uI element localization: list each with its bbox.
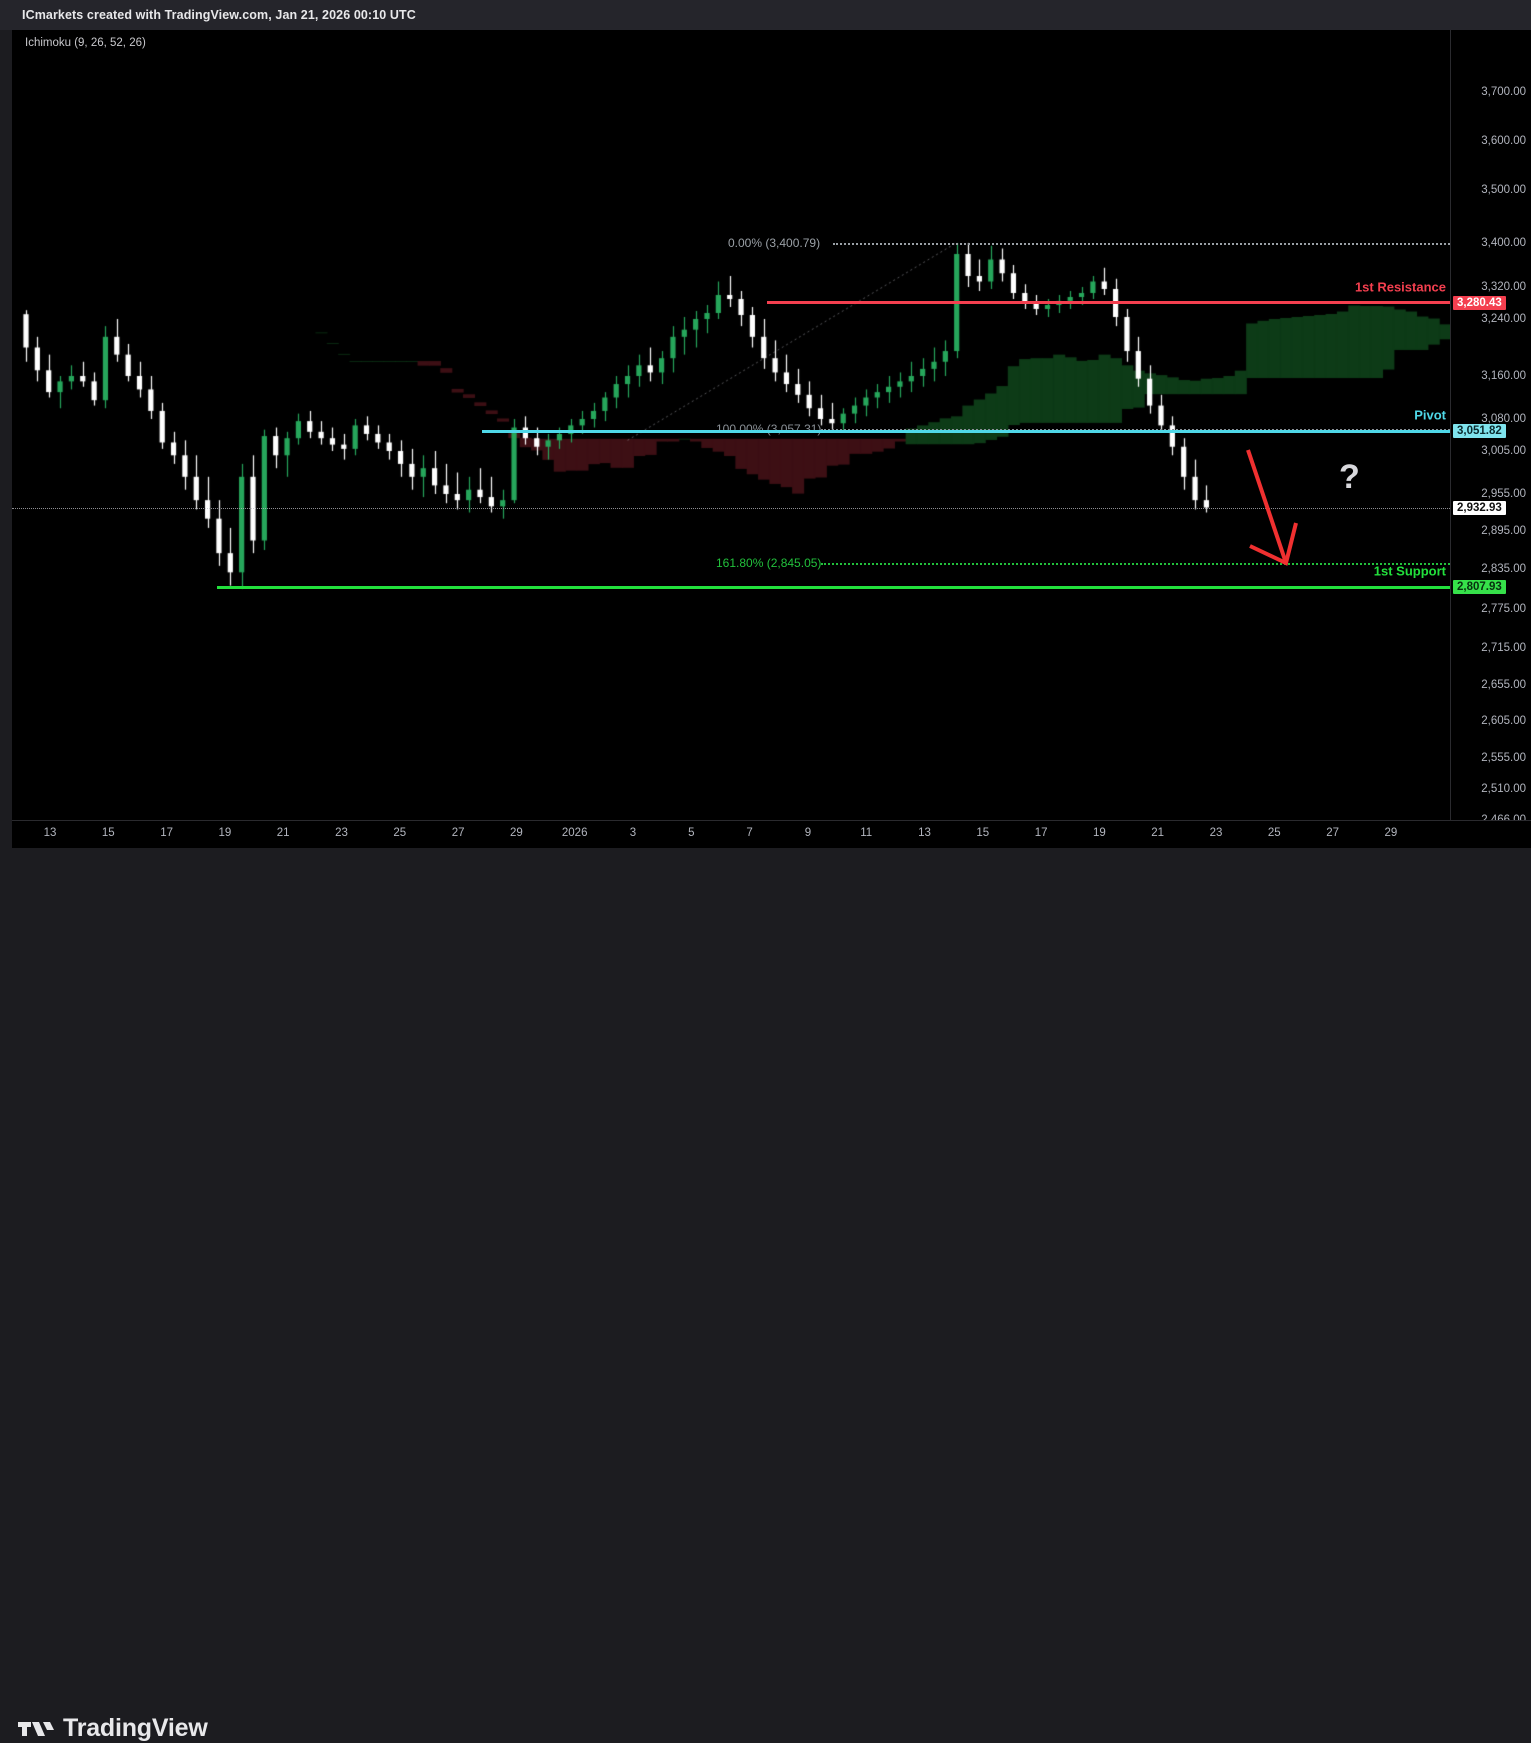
price-axis-tick: 3,005.00 — [1481, 445, 1526, 457]
price-axis-tick: 2,835.00 — [1481, 563, 1526, 575]
time-axis-tick: 13 — [43, 827, 57, 839]
time-axis-tick: 25 — [393, 827, 407, 839]
tradingview-logo: TradingView — [18, 1714, 208, 1743]
time-axis-tick: 19 — [218, 827, 232, 839]
time-axis[interactable]: 13 15 17 19 21 23 25 27 29 2026 3 5 7 9 11 13 15 17 19 21 23… — [12, 820, 1531, 849]
last-price-line — [12, 507, 1450, 509]
time-axis-tick: 29 — [1384, 827, 1398, 839]
pivot-line[interactable] — [482, 429, 1450, 433]
time-axis-tick: 21 — [276, 827, 290, 839]
fib-161-8-line — [821, 562, 1450, 565]
support-price-tag[interactable]: 2,807.93 — [1453, 580, 1506, 595]
price-axis-tick: 2,555.00 — [1481, 752, 1526, 764]
resistance-price-tag[interactable]: 3,280.43 — [1453, 295, 1506, 310]
price-axis-tick: 2,895.00 — [1481, 525, 1526, 537]
fib-0-label: 0.00% (3,400.79) — [728, 235, 821, 250]
time-axis-tick: 21 — [1151, 827, 1165, 839]
first-support-line[interactable] — [217, 585, 1450, 589]
price-axis-tick: 3,320.00 — [1481, 281, 1526, 293]
time-axis-tick: 19 — [1092, 827, 1106, 839]
price-axis[interactable]: 3,700.00 3,600.00 3,500.00 3,400.00 3,320.00… — [1450, 30, 1531, 820]
first-resistance-line[interactable] — [767, 301, 1450, 305]
chart-panel[interactable]: 0.00% (3,400.79)100.00% (3,057.31)161.80… — [12, 30, 1531, 820]
attribution-text: ICmarkets created with TradingView.com, … — [22, 8, 416, 22]
time-axis-tick: 17 — [160, 827, 173, 839]
price-axis-tick: 2,510.00 — [1481, 783, 1526, 795]
price-axis-tick: 3,700.00 — [1481, 86, 1526, 98]
price-axis-tick: 2,715.00 — [1481, 642, 1526, 654]
time-axis-tick: 15 — [101, 827, 115, 839]
pivot-label: Pivot — [1414, 407, 1446, 423]
time-axis-tick: 23 — [335, 827, 348, 839]
time-axis-tick: 9 — [804, 827, 812, 839]
time-axis-tick: 2026 — [561, 827, 588, 839]
fib-161-8-label: 161.80% (2,845.05) — [716, 555, 822, 570]
pivot-price-tag[interactable]: 3,051.82 — [1453, 424, 1506, 439]
time-axis-tick: 29 — [509, 827, 523, 839]
time-axis-tick: 25 — [1267, 827, 1281, 839]
price-axis-tick: 3,500.00 — [1481, 184, 1526, 196]
fib-0-line — [833, 242, 1450, 245]
time-axis-tick: 5 — [688, 827, 695, 839]
time-axis-tick: 27 — [451, 827, 465, 839]
time-axis-tick: 7 — [746, 827, 753, 839]
time-axis-tick: 27 — [1326, 827, 1339, 839]
price-axis-tick: 2,655.00 — [1481, 679, 1526, 691]
chart-footer: TradingView — [0, 848, 1531, 1742]
tradingview-wordmark: TradingView — [63, 1714, 208, 1742]
first-resistance-label: 1st Resistance — [1354, 279, 1446, 295]
first-support-label: 1st Support — [1373, 563, 1446, 579]
price-axis-tick: 2,775.00 — [1481, 603, 1526, 615]
price-axis-tick: 2,955.00 — [1481, 488, 1526, 500]
price-axis-tick: 3,240.00 — [1481, 313, 1526, 325]
question-mark-annotation: ? — [1339, 458, 1360, 496]
indicator-legend[interactable]: Ichimoku (9, 26, 52, 26) — [25, 37, 146, 49]
price-axis-tick: 3,400.00 — [1481, 237, 1526, 249]
time-axis-tick: 23 — [1209, 827, 1223, 839]
chart-header: ICmarkets created with TradingView.com, … — [0, 0, 1531, 30]
price-axis-tick: 3,600.00 — [1481, 135, 1526, 147]
time-axis-tick: 15 — [976, 827, 990, 839]
time-axis-tick: 13 — [918, 827, 931, 839]
price-axis-tick: 2,466.00 — [1481, 814, 1526, 820]
last-price-tag[interactable]: 2,932.93 — [1453, 500, 1506, 515]
price-axis-tick: 3,160.00 — [1481, 370, 1526, 382]
tradingview-logo-icon — [18, 1721, 54, 1736]
chart-plot-area[interactable]: 0.00% (3,400.79)100.00% (3,057.31)161.80… — [12, 30, 1450, 820]
price-axis-tick: 2,605.00 — [1481, 715, 1526, 727]
time-axis-tick: 17 — [1034, 827, 1048, 839]
time-axis-tick: 11 — [860, 827, 873, 839]
price-axis-tick: 3,080.00 — [1481, 413, 1526, 425]
time-axis-tick: 3 — [629, 827, 637, 839]
candlestick-canvas[interactable] — [12, 30, 1450, 820]
